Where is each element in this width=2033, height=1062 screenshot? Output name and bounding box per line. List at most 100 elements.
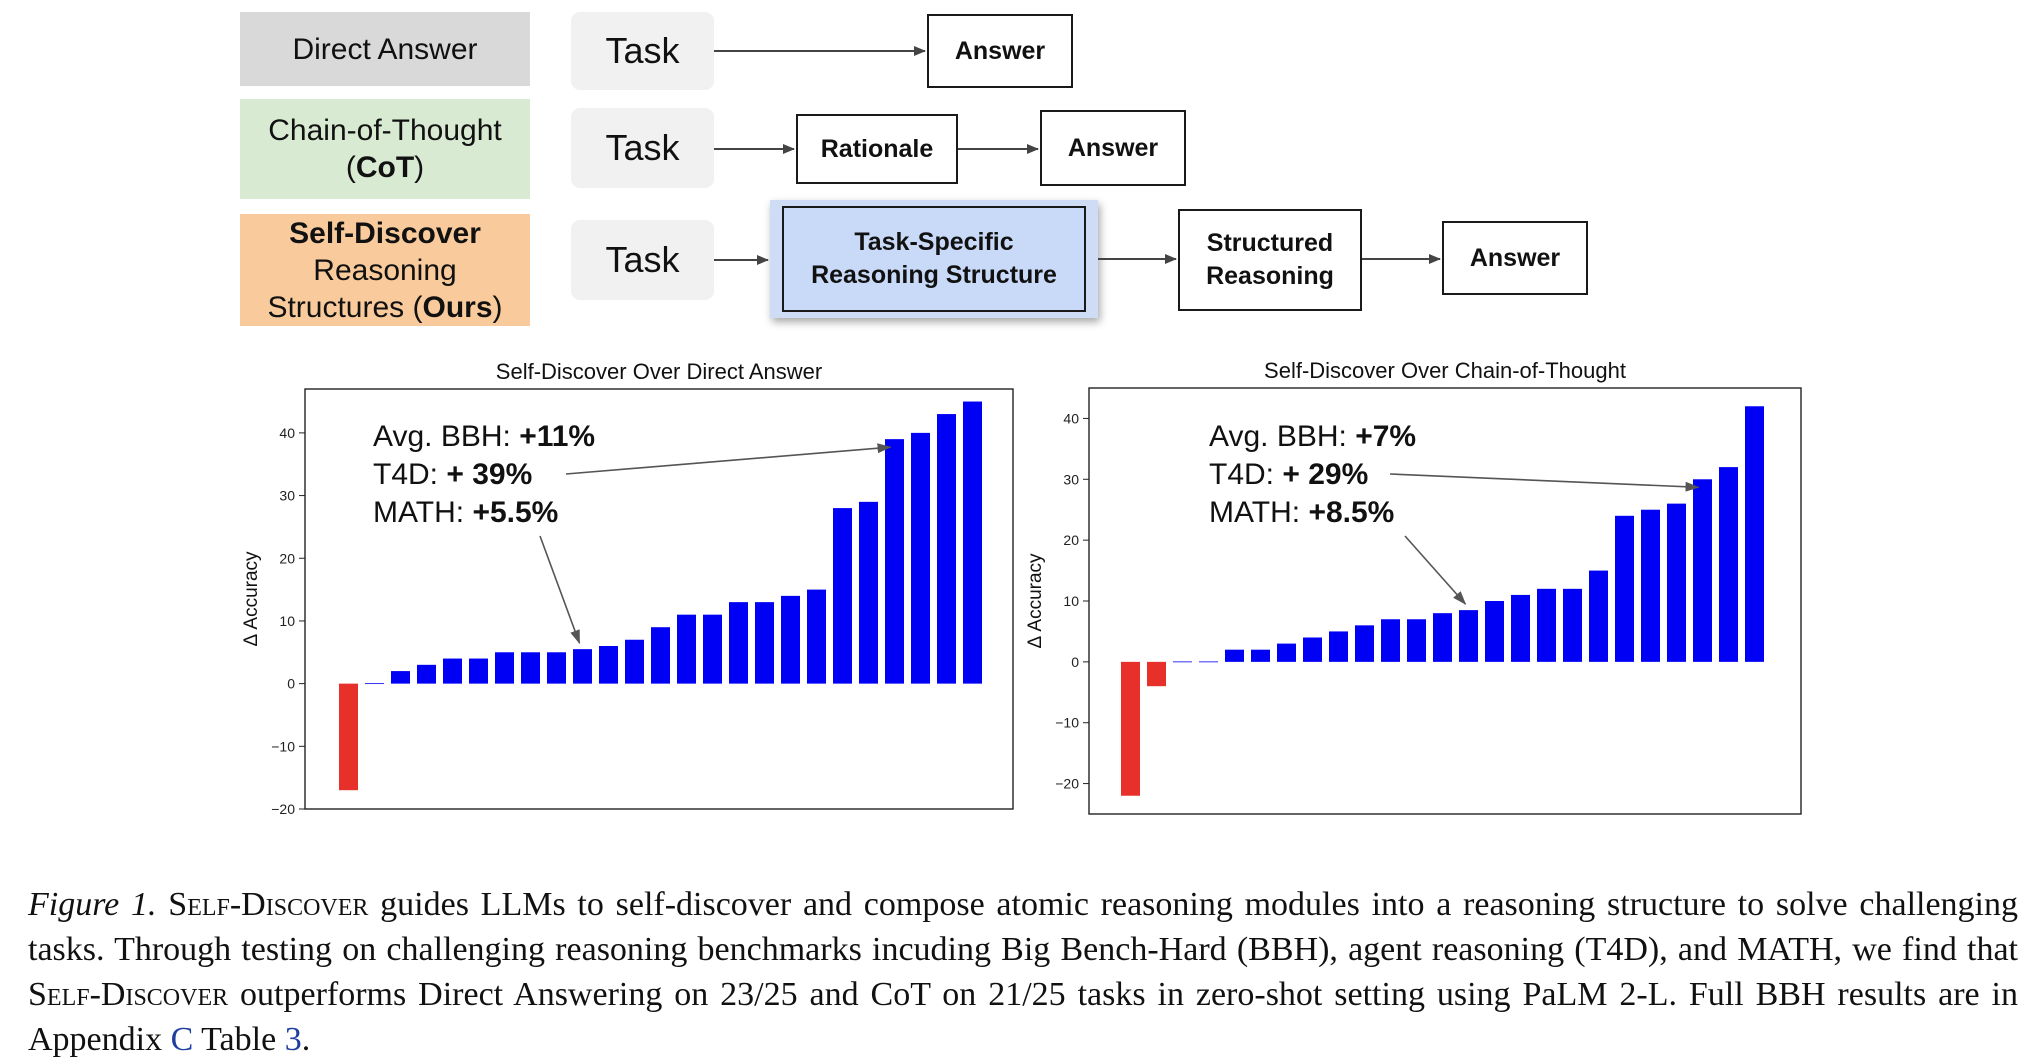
caption-system-name-2: Self-Discover — [28, 976, 229, 1013]
method-self-discover: Self-Discover Reasoning Structures (Ours… — [240, 214, 530, 326]
chart-2-bar — [1719, 467, 1738, 662]
chart-1-annotation-label: Avg. BBH: — [373, 420, 519, 453]
chart-1-t4d-arrow — [565, 443, 892, 475]
figure-caption: Figure 1. Self-Discover guides LLMs to s… — [28, 882, 2018, 1062]
chart-2-bar — [1147, 661, 1166, 687]
chart-2-bar — [1563, 588, 1582, 662]
chart-1-bar — [677, 614, 696, 684]
structured-line2: Reasoning — [1206, 262, 1334, 290]
chart-2-bar — [1745, 406, 1764, 662]
chart-1-bar — [547, 652, 566, 684]
chart-2-bar — [1303, 637, 1322, 662]
chart-2-annotation-label: T4D: — [1209, 458, 1282, 491]
chart-1-bar — [573, 649, 592, 684]
chart-2-ylabel: Δ Accuracy — [1025, 553, 1046, 649]
chart-1-bar — [521, 652, 540, 684]
chart-1-bar — [937, 414, 956, 684]
structured-label: Structured Reasoning — [1206, 227, 1334, 293]
task-box-self: Task — [571, 220, 714, 300]
diagram-arrows — [714, 46, 1441, 265]
chart-1-bar — [469, 658, 488, 684]
chart-1-annotation-value: +5.5% — [472, 496, 558, 529]
chart-1-ytick-label: −10 — [271, 738, 295, 754]
method-chain-of-thought: Chain-of-Thought (CoT) — [240, 99, 530, 199]
caption-text-1: guides LLMs to self-discover and compose… — [28, 886, 2018, 968]
chart-2-ytick-label: 40 — [1063, 410, 1079, 426]
chart-2-annotation-line: MATH: +8.5% — [1209, 496, 1394, 529]
chart-2-ytick-label: 10 — [1063, 593, 1079, 609]
chart-2-bar — [1199, 661, 1218, 663]
chart-1-bar — [651, 627, 670, 684]
chart-2-annotation-value: + 29% — [1282, 458, 1368, 491]
chart-1-bar — [885, 439, 904, 684]
answer-box-direct: Answer — [927, 14, 1073, 88]
chart-2-bar — [1459, 610, 1478, 662]
chart-1-ytick-label: 0 — [287, 676, 295, 692]
chart-1-bar — [599, 646, 618, 684]
method-cot-abbr-line: (CoT) — [346, 149, 424, 186]
method-self-line2: Reasoning — [313, 253, 457, 287]
chart-2-bar — [1485, 601, 1504, 662]
task-label: Task — [605, 127, 680, 168]
chart-1-bar — [443, 658, 462, 684]
cot-close-paren: ) — [414, 151, 425, 184]
chart-2-bar — [1589, 570, 1608, 662]
chart-2-annotation-value: +7% — [1355, 420, 1416, 453]
chart-2-bar — [1225, 649, 1244, 662]
chart-2-annotation-line: T4D: + 29% — [1209, 458, 1368, 491]
chart-2-annotation-label: Avg. BBH: — [1209, 420, 1355, 453]
chart-2-ytick-label: −10 — [1055, 715, 1079, 731]
chart-1-bar — [625, 639, 644, 684]
answer-label: Answer — [1469, 243, 1561, 272]
task-specific-structure-box: Task-Specific Reasoning Structure — [782, 206, 1086, 312]
chart-1-ytick-label: 40 — [279, 425, 295, 441]
self-line3-ours: Ours — [422, 290, 493, 324]
cot-open-paren: ( — [345, 151, 356, 184]
chart-2-t4d-arrow — [1389, 473, 1700, 492]
answer-box-cot: Answer — [1040, 110, 1186, 186]
self-line3-post: ) — [492, 290, 503, 324]
task-label: Task — [605, 239, 680, 280]
chart-1-bar — [365, 683, 384, 685]
caption-text-3: Table — [193, 1021, 285, 1058]
method-self-line3: Structures (Ours) — [267, 289, 502, 326]
chart-1-bar — [495, 652, 514, 684]
chart-2-annotation-label: MATH: — [1209, 496, 1308, 529]
answer-label: Answer — [954, 36, 1046, 65]
caption-space — [157, 886, 169, 923]
chart-1-bar — [417, 664, 436, 684]
chart-2-ytick-label: 0 — [1071, 654, 1079, 670]
chart-1-bar — [391, 671, 410, 684]
chart-1-bar — [339, 683, 358, 791]
rationale-label: Rationale — [820, 134, 934, 163]
chart-1-bar — [911, 432, 930, 684]
chart-1-bar — [807, 589, 826, 684]
chart-2-bar — [1615, 515, 1634, 662]
chart-2-bar — [1355, 625, 1374, 662]
chart-1-math-arrow — [539, 535, 581, 645]
chart-2-bar — [1511, 594, 1530, 662]
figure-label: Figure 1. — [28, 886, 157, 923]
chart-2-ytick-label: 20 — [1063, 532, 1079, 548]
bar-charts: Self-Discover Over Direct Answer −20 −10 0 1… — [241, 358, 1802, 817]
chart-1-bar — [963, 401, 982, 684]
cot-abbr: CoT — [355, 151, 415, 184]
method-self-label: Self-Discover — [289, 216, 481, 250]
chart-1-annotation-label: MATH: — [373, 496, 472, 529]
caption-system-name: Self-Discover — [168, 886, 369, 923]
structured-reasoning-box: Structured Reasoning — [1178, 209, 1362, 311]
chart-2-annotation-value: +8.5% — [1308, 496, 1394, 529]
appendix-link[interactable]: C — [170, 1021, 194, 1058]
chart-1-annotation-line: MATH: +5.5% — [373, 496, 558, 529]
chart-1-bar — [755, 602, 774, 684]
chart-2-bar — [1381, 619, 1400, 662]
tsrs-line1: Task-Specific — [854, 228, 1014, 256]
task-box-direct: Task — [571, 12, 714, 90]
chart-1-bar — [729, 602, 748, 684]
method-direct-label: Direct Answer — [292, 32, 478, 66]
caption-text-4: . — [301, 1021, 311, 1058]
chart-1-annotation-value: + 39% — [446, 458, 532, 491]
chart-2-bar — [1121, 661, 1140, 796]
chart-1-bar — [833, 508, 852, 684]
table-link[interactable]: 3 — [284, 1021, 302, 1058]
